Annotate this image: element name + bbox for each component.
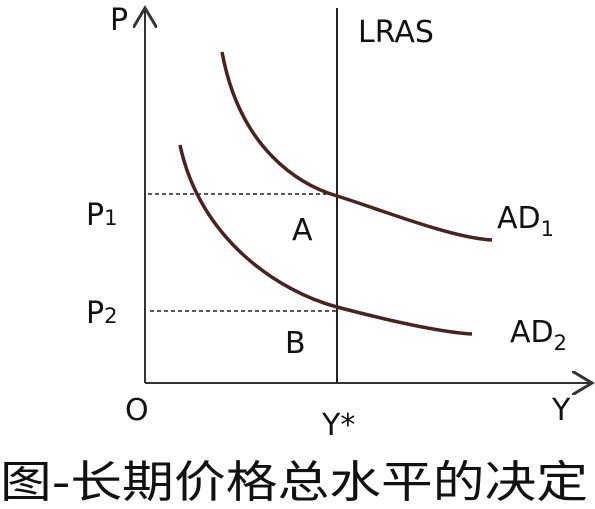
caption: 图-长期价格总水平的决定 bbox=[0, 457, 588, 508]
ad2-label: AD2 bbox=[510, 315, 567, 355]
ad2-curve bbox=[178, 144, 473, 336]
p1-label: P1 bbox=[86, 198, 117, 233]
ad1-label: AD1 bbox=[497, 201, 554, 241]
ad1-subscript: 1 bbox=[541, 217, 554, 241]
ad2-text: AD bbox=[510, 315, 554, 350]
y-star-label: Y* bbox=[321, 408, 355, 443]
p2-label: P2 bbox=[86, 296, 117, 331]
origin-label: O bbox=[125, 393, 149, 428]
ad1-text: AD bbox=[497, 201, 541, 236]
point-b-label: B bbox=[285, 326, 306, 361]
point-a-label: A bbox=[292, 213, 313, 248]
x-axis-label: Y bbox=[551, 393, 571, 428]
p1-subscript: 1 bbox=[104, 206, 117, 230]
ad1-curve bbox=[220, 51, 493, 242]
p2-text: P bbox=[86, 296, 104, 331]
ad2-subscript: 2 bbox=[554, 331, 567, 355]
p2-subscript: 2 bbox=[104, 304, 117, 328]
p1-text: P bbox=[86, 198, 104, 233]
lras-label: LRAS bbox=[358, 15, 434, 50]
y-axis-label: P bbox=[110, 3, 128, 38]
